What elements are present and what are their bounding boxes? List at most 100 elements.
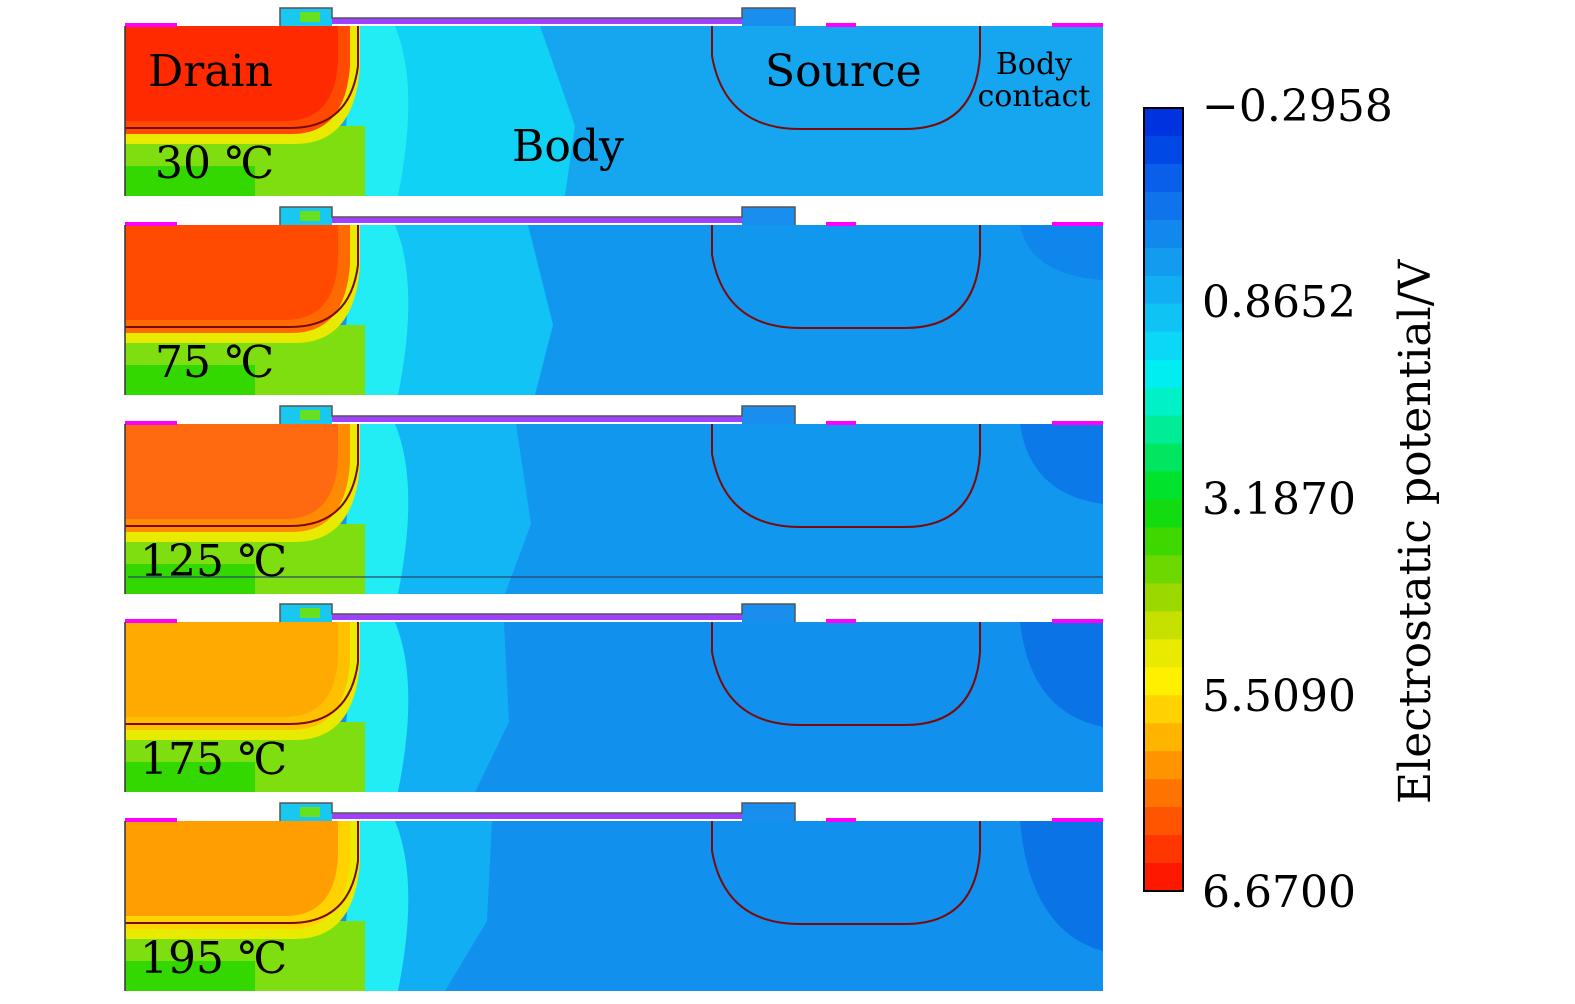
drain-junction-line [125, 424, 359, 527]
drain-region [125, 821, 338, 916]
body-contact-label-line2: contact [978, 79, 1091, 114]
colorbar-tick-label: 5.5090 [1202, 671, 1356, 722]
body-mid-region [390, 26, 575, 196]
colorbar-segment [1144, 807, 1183, 836]
colorbar-tick-labels: −0.2958 0.8652 3.1870 5.5090 6.6700 [1202, 81, 1393, 918]
gate-electrode [332, 416, 742, 422]
body-contact-region [1020, 26, 1103, 56]
colorbar-tick-label: 6.6700 [1202, 867, 1356, 918]
source-junction-line [711, 26, 981, 130]
source-contact [826, 222, 856, 226]
drain-contact [125, 222, 177, 226]
gate-outline [279, 206, 796, 225]
simulation-panel: 75 ℃ [124, 206, 1103, 395]
colorbar-segment [1144, 555, 1183, 584]
gate-outline [279, 7, 796, 26]
gate-electrode [332, 614, 742, 620]
body-contact [1052, 818, 1103, 822]
body-contact [1052, 421, 1103, 425]
colorbar-segment [1144, 331, 1183, 361]
colorbar-segment [1144, 387, 1183, 417]
body-mid-region [390, 424, 531, 594]
colorbar-segment [1144, 415, 1183, 445]
colorbar-segment [1144, 835, 1183, 864]
drain-contact [125, 818, 177, 822]
drain-contact [125, 619, 177, 623]
gate-right-field [742, 803, 795, 821]
gate-electrode [332, 813, 742, 819]
temperature-label: 175 ℃ [140, 734, 287, 785]
gate-right-field [742, 207, 795, 225]
gate-right-field [742, 604, 795, 622]
colorbar-segment [1144, 247, 1183, 277]
gate-electrode [332, 217, 742, 223]
simulation-panel: 195 ℃ [124, 802, 1103, 991]
colorbar-tick-label: 0.8652 [1202, 277, 1356, 328]
simulation-panel: 125 ℃ [124, 405, 1103, 594]
body-contact-region [1020, 821, 1103, 951]
source-junction-line [711, 424, 981, 528]
drain-lower-field-dark [125, 166, 255, 196]
body-contact [1052, 23, 1103, 27]
colorbar-segment [1144, 443, 1183, 473]
drain-contact [125, 421, 177, 425]
drain-region [125, 622, 338, 717]
colorbar-title: Electrostatic potential/V [1390, 258, 1441, 804]
drain-junction-line [125, 821, 359, 924]
gate-outline [279, 802, 796, 821]
simulation-panels: 30 ℃ 75 ℃ 125 ℃ 175 ℃ 195 ℃ [124, 7, 1103, 991]
gate-left-hotspot [300, 807, 320, 817]
body-mid-region [390, 821, 492, 991]
drain-lower-field-dark [125, 762, 255, 792]
gate-electrode [332, 18, 742, 24]
gate-left-hotspot [300, 211, 320, 221]
gate-outline [279, 603, 796, 622]
drain-junction-line [125, 26, 359, 129]
drain-region [125, 26, 338, 121]
colorbar-segment [1144, 303, 1183, 333]
simulation-panel: 175 ℃ [124, 603, 1103, 792]
colorbar-segment [1144, 723, 1183, 752]
source-junction-line [711, 821, 981, 925]
body-label: Body [512, 121, 624, 172]
temperature-label: 195 ℃ [140, 933, 287, 984]
colorbar [1143, 107, 1184, 892]
colorbar-segment [1144, 163, 1183, 193]
simulation-panel: 30 ℃ [124, 7, 1103, 196]
drain-region [125, 225, 338, 320]
source-contact [826, 421, 856, 425]
body-mid-region [390, 622, 509, 792]
gate-left-hotspot [300, 12, 320, 22]
source-contact [826, 619, 856, 623]
gate-left-hotspot [300, 608, 320, 618]
colorbar-segment [1144, 667, 1183, 696]
temperature-label: 75 ℃ [155, 337, 274, 388]
colorbar-segment [1144, 695, 1183, 724]
drain-lower-field-dark [125, 961, 255, 991]
drain-junction-line [125, 622, 359, 725]
source-label: Source [765, 46, 922, 97]
temperature-label: 30 ℃ [155, 138, 274, 189]
colorbar-segment [1144, 611, 1183, 640]
drain-lower-field-dark [125, 564, 255, 594]
body-mid-region [390, 225, 553, 395]
colorbar-segment [1144, 359, 1183, 389]
gate-outline [279, 405, 796, 424]
body-contact-label-line1: Body [996, 47, 1072, 82]
colorbar-tick-label: 3.1870 [1202, 474, 1356, 525]
colorbar-segment [1144, 499, 1183, 529]
colorbar-segment [1144, 275, 1183, 305]
colorbar-segment [1144, 135, 1183, 165]
colorbar-segment [1144, 108, 1183, 137]
body-contact-region [1020, 622, 1103, 727]
temperature-label: 125 ℃ [140, 536, 287, 587]
body-contact [1052, 619, 1103, 623]
colorbar-segment [1144, 191, 1183, 221]
body-contact [1052, 222, 1103, 226]
colorbar-segment [1144, 779, 1183, 808]
drain-label: Drain [148, 46, 273, 97]
drain-lower-field-dark [125, 365, 255, 395]
source-junction-line [711, 622, 981, 726]
gate-left-hotspot [300, 410, 320, 420]
